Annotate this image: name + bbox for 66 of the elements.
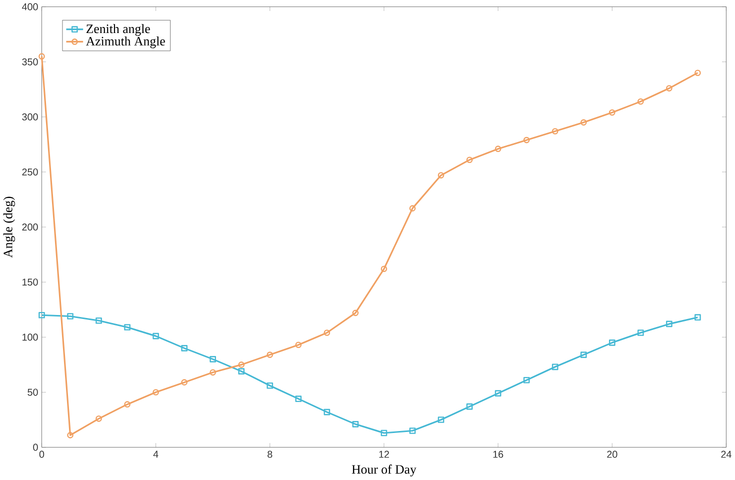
point [523, 137, 530, 144]
x-tick-label: 4 [153, 450, 158, 458]
point [295, 396, 302, 402]
point [210, 369, 216, 376]
point [124, 401, 130, 408]
x-tick-label: 24 [721, 450, 732, 458]
point [352, 421, 359, 428]
point [466, 156, 473, 164]
legend-label: Azimuth Angle [86, 36, 165, 48]
point [608, 110, 616, 116]
point [523, 377, 530, 384]
point [181, 345, 188, 352]
point [409, 205, 416, 212]
point [638, 98, 644, 105]
point [694, 314, 701, 321]
point [295, 342, 302, 348]
point [409, 428, 416, 434]
point [266, 352, 274, 358]
point [324, 330, 330, 336]
point [580, 119, 587, 126]
y-tick-label: 50 [28, 388, 38, 396]
point [552, 364, 558, 370]
x-tick-label: 20 [607, 450, 618, 458]
point [38, 312, 45, 318]
point [124, 324, 130, 331]
point [181, 379, 188, 386]
y-tick-label: 400 [22, 3, 38, 10]
point [67, 432, 74, 438]
point [67, 313, 74, 320]
point [152, 333, 159, 340]
point [438, 172, 444, 179]
point [580, 352, 587, 358]
y-tick-label: 350 [22, 58, 38, 66]
y-axis-title: Angle (deg) [3, 196, 15, 258]
point [608, 340, 616, 346]
point [96, 318, 102, 324]
y-tick-label: 200 [22, 224, 38, 231]
point [438, 416, 444, 424]
x-tick-label: 0 [39, 450, 44, 458]
point [666, 85, 672, 92]
point [96, 416, 102, 422]
point [210, 356, 216, 363]
point [494, 146, 502, 152]
y-tick-label: 100 [22, 334, 38, 341]
point [152, 389, 159, 396]
point [352, 310, 359, 316]
point [266, 382, 274, 389]
y-tick-label: 0 [33, 444, 38, 451]
point [494, 390, 502, 397]
point [324, 409, 330, 416]
point [466, 404, 473, 410]
x-tick-label: 8 [268, 450, 272, 458]
x-tick-label: 12 [379, 450, 389, 458]
y-tick-label: 250 [22, 168, 38, 176]
point [638, 330, 644, 336]
point [380, 266, 388, 272]
point [238, 362, 245, 368]
y-tick-label: 150 [22, 278, 38, 286]
point [552, 128, 558, 135]
point [666, 320, 672, 328]
x-tick-label: 16 [493, 450, 504, 458]
y-tick-label: 300 [22, 114, 38, 121]
x-axis-title: Hour of Day [352, 464, 416, 477]
point [380, 430, 388, 436]
point [238, 368, 245, 375]
legend-label: Zenith angle [86, 24, 150, 36]
